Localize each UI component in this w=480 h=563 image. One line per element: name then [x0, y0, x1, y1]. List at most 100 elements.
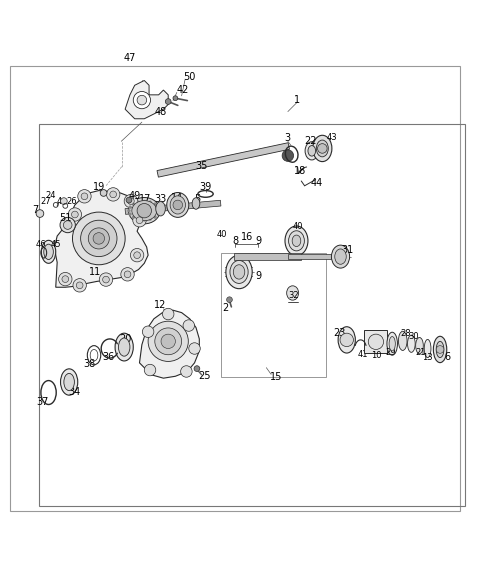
Ellipse shape: [338, 327, 355, 353]
Bar: [125, 200, 221, 215]
Text: 50: 50: [183, 72, 196, 82]
Circle shape: [134, 252, 141, 258]
Circle shape: [157, 205, 160, 208]
Ellipse shape: [233, 265, 245, 279]
Circle shape: [161, 334, 175, 348]
Circle shape: [158, 209, 161, 212]
Ellipse shape: [129, 198, 160, 224]
Circle shape: [72, 212, 125, 265]
Text: 28: 28: [401, 329, 411, 338]
Circle shape: [60, 217, 75, 233]
Text: 31: 31: [342, 245, 354, 255]
Circle shape: [133, 213, 146, 227]
Circle shape: [143, 200, 146, 203]
Circle shape: [59, 272, 72, 286]
Ellipse shape: [288, 231, 304, 251]
Text: 27: 27: [40, 196, 50, 205]
Ellipse shape: [156, 202, 165, 216]
Ellipse shape: [292, 235, 301, 247]
Ellipse shape: [389, 337, 396, 351]
Text: 48: 48: [155, 107, 167, 117]
Ellipse shape: [331, 245, 349, 268]
Circle shape: [282, 150, 294, 162]
Ellipse shape: [308, 146, 316, 156]
Text: 49: 49: [129, 191, 141, 202]
Ellipse shape: [132, 200, 157, 221]
Circle shape: [132, 216, 135, 218]
Circle shape: [144, 364, 156, 376]
Circle shape: [81, 220, 117, 257]
Ellipse shape: [398, 331, 407, 350]
Circle shape: [107, 187, 120, 201]
Text: 44: 44: [311, 178, 323, 188]
Circle shape: [124, 271, 131, 278]
Circle shape: [180, 366, 192, 377]
Bar: [221, 253, 326, 377]
Ellipse shape: [424, 339, 431, 358]
Circle shape: [436, 346, 444, 354]
Text: 17: 17: [139, 194, 151, 204]
Ellipse shape: [115, 333, 133, 361]
Text: 45: 45: [50, 240, 61, 249]
Circle shape: [63, 221, 72, 229]
Ellipse shape: [287, 286, 299, 300]
Circle shape: [60, 198, 67, 204]
Text: 24: 24: [46, 191, 56, 200]
Text: 2: 2: [223, 303, 229, 313]
Text: 43: 43: [327, 133, 338, 142]
Circle shape: [88, 228, 109, 249]
Circle shape: [340, 333, 353, 347]
Circle shape: [110, 191, 117, 198]
Text: 32: 32: [288, 291, 299, 300]
Text: 34: 34: [69, 387, 81, 396]
Text: 7: 7: [33, 205, 39, 215]
Ellipse shape: [313, 135, 332, 162]
Circle shape: [137, 95, 147, 105]
Text: 25: 25: [198, 371, 210, 381]
Text: 19: 19: [93, 182, 105, 192]
Ellipse shape: [285, 226, 308, 256]
Circle shape: [128, 198, 134, 204]
Bar: [157, 143, 289, 177]
Ellipse shape: [436, 341, 444, 358]
Circle shape: [62, 276, 69, 283]
Polygon shape: [140, 310, 199, 378]
Circle shape: [76, 282, 83, 289]
Circle shape: [173, 200, 182, 209]
Text: 29: 29: [385, 348, 396, 357]
Circle shape: [148, 321, 188, 361]
Circle shape: [128, 209, 131, 212]
Text: 6: 6: [444, 352, 451, 362]
Circle shape: [149, 201, 152, 204]
Circle shape: [72, 211, 78, 218]
Text: 23: 23: [334, 328, 346, 338]
Text: 11: 11: [89, 267, 102, 277]
Circle shape: [137, 218, 140, 221]
Circle shape: [154, 216, 156, 218]
Text: 30: 30: [408, 332, 419, 341]
Text: 40: 40: [216, 230, 227, 239]
Circle shape: [126, 197, 132, 203]
Circle shape: [93, 233, 105, 244]
Bar: [288, 254, 345, 260]
Circle shape: [129, 205, 132, 208]
Text: 9: 9: [255, 236, 261, 246]
Text: 14: 14: [171, 193, 183, 203]
Ellipse shape: [433, 336, 447, 363]
Circle shape: [137, 201, 140, 204]
Text: 15: 15: [270, 372, 282, 382]
Ellipse shape: [305, 142, 319, 160]
Text: 47: 47: [124, 53, 136, 64]
Bar: [39, 123, 465, 507]
Text: 13: 13: [422, 352, 433, 361]
Circle shape: [189, 343, 200, 354]
Circle shape: [103, 276, 109, 283]
Text: 8: 8: [232, 236, 238, 246]
Ellipse shape: [41, 240, 56, 263]
Circle shape: [124, 194, 138, 208]
Text: 41: 41: [358, 350, 368, 359]
Text: 22: 22: [305, 136, 317, 146]
Ellipse shape: [119, 338, 130, 356]
Text: 18: 18: [294, 167, 306, 176]
Text: 37: 37: [36, 397, 49, 407]
